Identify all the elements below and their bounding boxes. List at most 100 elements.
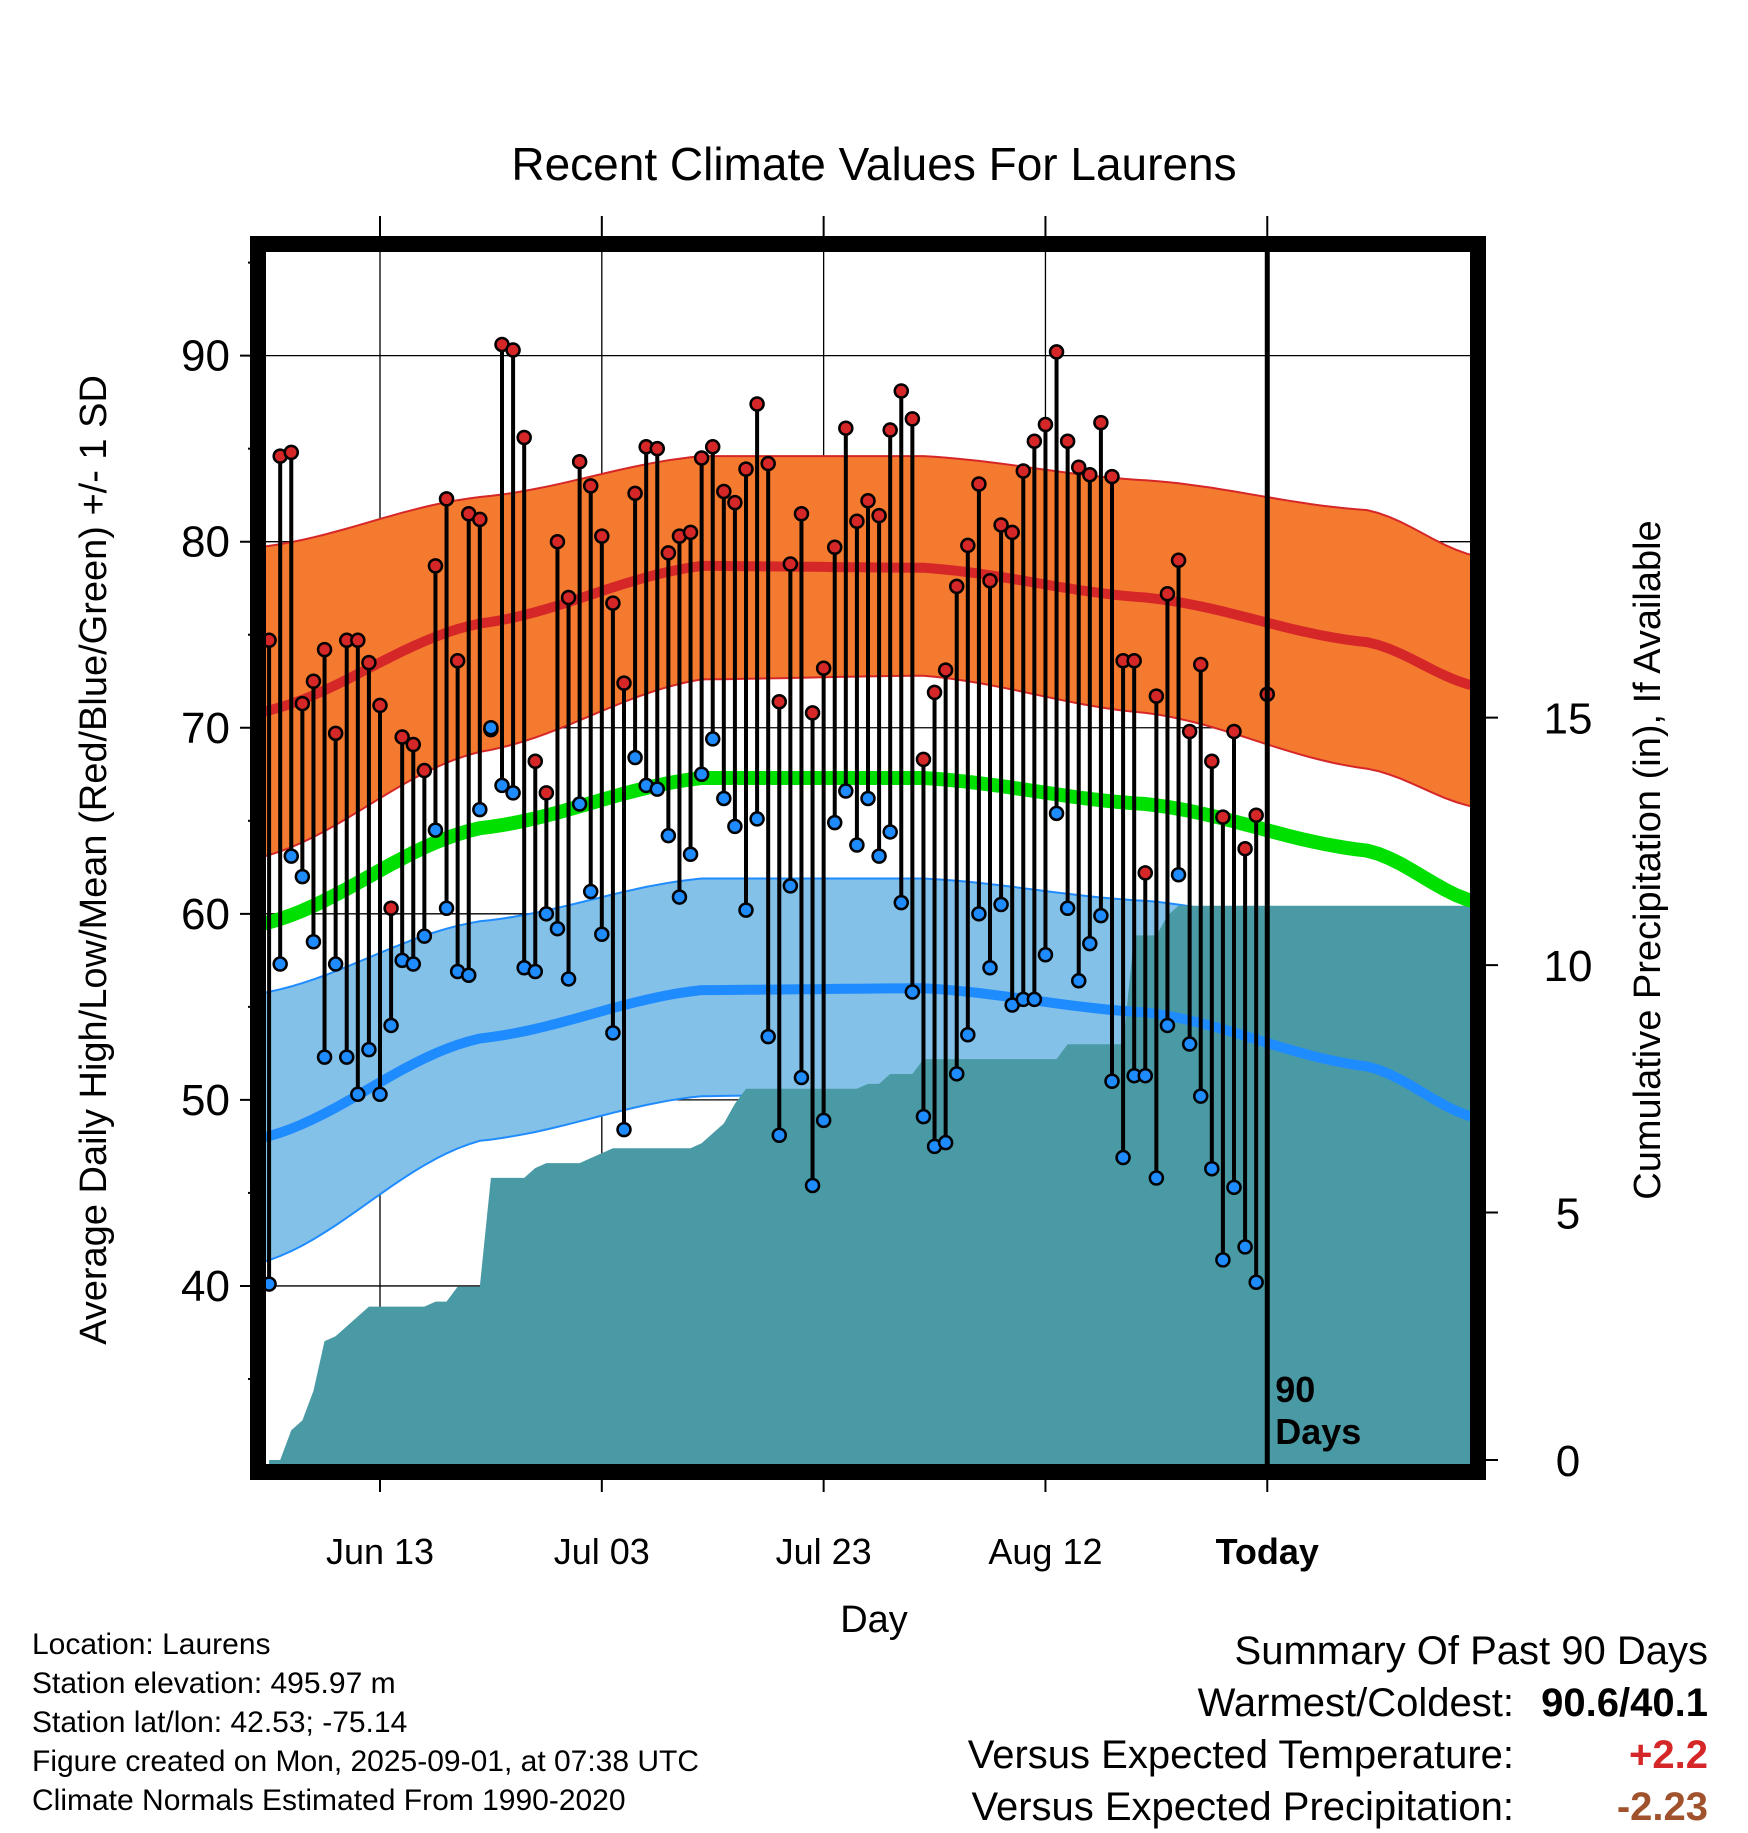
daily-low-point <box>671 889 688 905</box>
daily-high-point <box>1248 807 1264 823</box>
y-tick-label: 50 <box>181 1076 230 1125</box>
daily-high-point <box>350 632 366 649</box>
y-tick-label: 40 <box>181 1262 230 1311</box>
daily-low-point <box>948 1066 965 1082</box>
daily-low-point <box>1215 1252 1231 1268</box>
daily-high-point <box>738 461 754 477</box>
daily-high-point <box>616 675 632 691</box>
y2-axis-label: Cumulative Precipitation (in), If Availa… <box>1627 520 1669 1199</box>
daily-high-point <box>427 558 444 574</box>
daily-high-point <box>372 697 388 714</box>
daily-low-point <box>372 1086 388 1103</box>
daily-high-point <box>1159 586 1176 602</box>
chart-title: Recent Climate Values For Laurens <box>511 138 1236 190</box>
daily-high-point <box>505 342 521 358</box>
summary-temp-row: Versus Expected Temperature: +2.2 <box>968 1729 1708 1781</box>
daily-high-point <box>594 528 610 544</box>
low-normal-line <box>258 983 1478 1144</box>
daily-low-point <box>549 920 566 937</box>
daily-low-point <box>582 883 599 900</box>
daily-high-point <box>693 450 710 466</box>
y2-tick-label: 0 <box>1556 1437 1580 1486</box>
y2-tick-label: 10 <box>1544 942 1593 991</box>
daily-low-point <box>560 971 577 987</box>
daily-low-point <box>1170 866 1187 883</box>
x-tick-label: Aug 12 <box>988 1531 1102 1572</box>
daily-high-point <box>727 494 743 511</box>
daily-high-point <box>937 662 954 678</box>
daily-low-point <box>771 1127 788 1143</box>
daily-high-point <box>1170 552 1187 569</box>
daily-high-point <box>1070 459 1087 476</box>
daily-low-point <box>272 956 288 972</box>
x-axis-label: Day <box>840 1599 908 1641</box>
daily-high-point <box>416 762 433 779</box>
y-tick-label: 80 <box>181 518 230 567</box>
daily-low-point <box>893 894 910 911</box>
daily-high-point <box>871 507 887 524</box>
high-upper-edge <box>258 455 1478 558</box>
y-tick-label: 60 <box>181 890 230 939</box>
daily-low-point <box>1226 1179 1242 1196</box>
daily-low-point <box>483 720 499 736</box>
daily-high-point <box>394 729 410 745</box>
daily-high-point <box>682 524 699 541</box>
daily-low-point <box>316 1049 333 1065</box>
daily-high-point <box>882 422 898 438</box>
elevation-text: Station elevation: 495.97 m <box>32 1667 396 1700</box>
daily-low-point <box>738 902 754 918</box>
created-text: Figure created on Mon, 2025-09-01, at 07… <box>32 1745 700 1778</box>
daily-low-point <box>361 1041 377 1058</box>
daily-high-point <box>993 517 1009 533</box>
daily-high-point <box>849 513 865 529</box>
daily-low-point <box>982 960 998 976</box>
daily-low-point <box>1237 1239 1253 1255</box>
daily-high-point <box>1026 433 1043 449</box>
daily-low-point <box>472 801 488 818</box>
x-tick-label: Jul 23 <box>776 1531 872 1572</box>
normals-text: Climate Normals Estimated From 1990-2020 <box>32 1784 626 1817</box>
daily-high-point <box>1048 344 1065 360</box>
daily-high-point <box>1148 688 1165 704</box>
daily-low-point <box>1204 1160 1220 1177</box>
daily-high-point <box>449 653 466 669</box>
y-axis-label: Average Daily High/Low/Mean (Red/Blue/Gr… <box>73 375 115 1345</box>
daily-high-point <box>1192 656 1209 673</box>
daily-low-point <box>383 1017 399 1034</box>
daily-high-point <box>1137 865 1154 881</box>
daily-low-point <box>660 827 677 844</box>
daily-low-point <box>1159 1017 1176 1034</box>
daily-low-point <box>815 1112 832 1129</box>
summary-heading: Summary Of Past 90 Days <box>1234 1629 1708 1673</box>
x-tick-label: Jun 13 <box>326 1531 434 1572</box>
daily-high-point <box>405 736 422 753</box>
daily-low-point <box>882 824 898 840</box>
daily-high-point <box>826 539 843 556</box>
daily-high-point <box>571 453 588 470</box>
y-tick-label: 70 <box>181 704 230 753</box>
daily-low-point <box>350 1086 366 1103</box>
warmest-label: Warmest/Coldest: <box>1197 1681 1514 1725</box>
daily-high-point <box>716 483 732 500</box>
summary-panel: Summary Of Past 90 Days Warmest/Coldest:… <box>968 1625 1708 1833</box>
daily-high-point <box>948 578 965 595</box>
daily-high-point <box>1082 466 1098 483</box>
daily-high-point <box>294 695 311 712</box>
temp-value: +2.2 <box>1629 1733 1708 1777</box>
daily-high-point <box>438 491 455 507</box>
daily-high-point <box>1226 723 1242 740</box>
daily-high-point <box>771 693 788 710</box>
daily-low-point <box>1093 907 1109 924</box>
daily-high-point <box>527 753 544 769</box>
daily-low-point <box>682 846 699 863</box>
daily-low-point <box>605 1025 621 1041</box>
daily-low-point <box>594 926 610 943</box>
daily-high-point <box>804 705 821 721</box>
daily-high-point <box>1059 433 1076 449</box>
daily-high-point <box>960 537 976 554</box>
warmest-value: 90.6/40.1 <box>1541 1681 1708 1725</box>
daily-low-point <box>993 896 1009 913</box>
axes: 40 50 60 70 80 90 0 5 10 15 Jun 13 Jul 03 Jul 23 Aug … <box>181 216 1592 1572</box>
daily-low-point <box>494 777 510 794</box>
temp-label: Versus Expected Temperature: <box>967 1733 1514 1777</box>
